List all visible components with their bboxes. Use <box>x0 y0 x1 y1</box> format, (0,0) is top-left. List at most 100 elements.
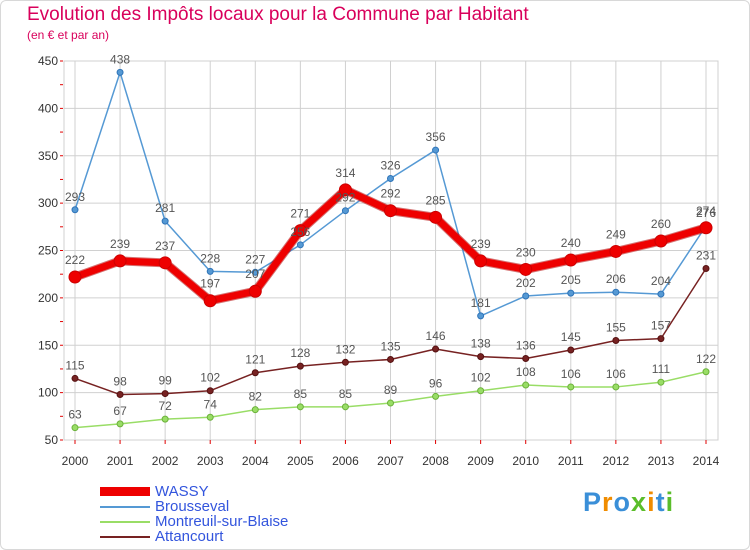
data-point <box>699 221 713 235</box>
data-point <box>522 381 530 389</box>
data-label: 106 <box>561 367 581 381</box>
data-label: 239 <box>471 237 491 251</box>
data-label: 228 <box>200 251 220 265</box>
logo-letter: x <box>631 487 648 517</box>
chart-title: Evolution des Impôts locaux pour la Comm… <box>27 4 529 25</box>
logo-letter: i <box>647 487 656 517</box>
x-tick-label: 2012 <box>603 454 630 468</box>
data-point <box>657 335 665 343</box>
data-point <box>203 294 217 308</box>
data-label: 89 <box>384 383 398 397</box>
x-tick-label: 2007 <box>377 454 404 468</box>
x-tick-label: 2002 <box>152 454 179 468</box>
data-point <box>384 204 397 218</box>
data-point <box>612 288 620 296</box>
data-point <box>206 387 214 395</box>
data-point <box>657 378 665 386</box>
x-tick-label: 2014 <box>693 454 720 468</box>
data-label: 74 <box>204 397 218 411</box>
series-wassy <box>68 183 713 308</box>
data-point <box>116 391 124 399</box>
data-label: 292 <box>380 187 400 201</box>
data-point <box>432 392 440 400</box>
legend-swatch <box>100 536 150 538</box>
data-label: 356 <box>426 130 446 144</box>
data-label: 231 <box>696 249 716 263</box>
y-tick-label: 100 <box>38 386 58 400</box>
x-tick-label: 2000 <box>62 454 89 468</box>
data-point <box>429 210 443 224</box>
data-point <box>387 174 394 182</box>
legend-label: Attancourt <box>155 528 224 545</box>
series-attancourt <box>71 265 710 399</box>
x-tick-label: 2013 <box>648 454 675 468</box>
data-label: 204 <box>651 274 671 288</box>
data-point <box>206 413 214 421</box>
data-point <box>296 241 304 249</box>
legend-label: Brousseval <box>155 498 230 515</box>
data-label: 222 <box>65 253 85 267</box>
data-label: 122 <box>696 352 716 366</box>
data-label: 239 <box>110 237 130 251</box>
data-label: 271 <box>290 207 310 221</box>
data-point <box>702 368 710 376</box>
data-point <box>702 265 710 273</box>
data-point <box>293 224 307 238</box>
y-tick-label: 400 <box>38 101 58 115</box>
legend-swatch <box>100 521 150 523</box>
y-tick-label: 50 <box>45 433 59 447</box>
data-point <box>161 390 169 398</box>
data-point <box>296 403 304 411</box>
x-tick-label: 2004 <box>242 454 269 468</box>
data-point <box>251 369 259 377</box>
data-point <box>654 234 668 248</box>
data-label: 82 <box>249 390 263 404</box>
data-label: 85 <box>339 387 353 401</box>
data-point <box>341 207 349 215</box>
x-tick-label: 2006 <box>332 454 359 468</box>
data-label-layer: 293 438 281 228 227 256 292 326 356 181 202 205 206 2… <box>65 52 716 421</box>
data-label: 274 <box>696 204 716 218</box>
data-point <box>161 217 169 225</box>
data-label: 96 <box>429 376 443 390</box>
data-point <box>71 206 79 214</box>
data-label: 106 <box>606 367 626 381</box>
data-label: 108 <box>516 365 536 379</box>
data-label: 128 <box>290 346 310 360</box>
axis-layer: 50 100 150 200 250 300 350 400 450 2000 2001 2002 20… <box>38 54 720 468</box>
data-label: 155 <box>606 321 626 335</box>
legend-label: WASSY <box>155 483 209 500</box>
data-point <box>657 290 665 298</box>
y-tick-label: 150 <box>38 338 58 352</box>
x-tick-label: 2008 <box>422 454 449 468</box>
data-point <box>68 270 82 284</box>
proxiti-logo: Proxiti <box>583 487 674 518</box>
data-label: 240 <box>561 236 581 250</box>
data-point <box>567 289 575 297</box>
data-label: 249 <box>606 227 626 241</box>
data-point <box>477 353 485 361</box>
series-layer <box>68 68 713 432</box>
x-tick-label: 2001 <box>107 454 134 468</box>
logo-letter: P <box>583 487 603 517</box>
series-montreuil-sur-blaise <box>71 368 710 432</box>
y-tick-label: 450 <box>38 54 58 68</box>
data-point <box>71 424 79 432</box>
y-tick-label: 250 <box>38 244 58 258</box>
data-point <box>522 355 530 363</box>
data-label: 281 <box>155 201 175 215</box>
legend: WASSY Brousseval Montreuil-sur-Blaise Attan… <box>100 484 288 544</box>
data-label: 292 <box>335 191 355 205</box>
data-point <box>296 362 304 370</box>
data-label: 138 <box>471 337 491 351</box>
data-point <box>248 284 262 298</box>
legend-item: WASSY <box>100 484 288 499</box>
data-point <box>341 358 349 366</box>
data-label: 135 <box>380 339 400 353</box>
data-point <box>161 415 169 423</box>
data-point <box>612 337 620 345</box>
data-label: 115 <box>65 358 84 372</box>
data-label: 256 <box>290 225 310 239</box>
data-label: 98 <box>113 375 127 389</box>
